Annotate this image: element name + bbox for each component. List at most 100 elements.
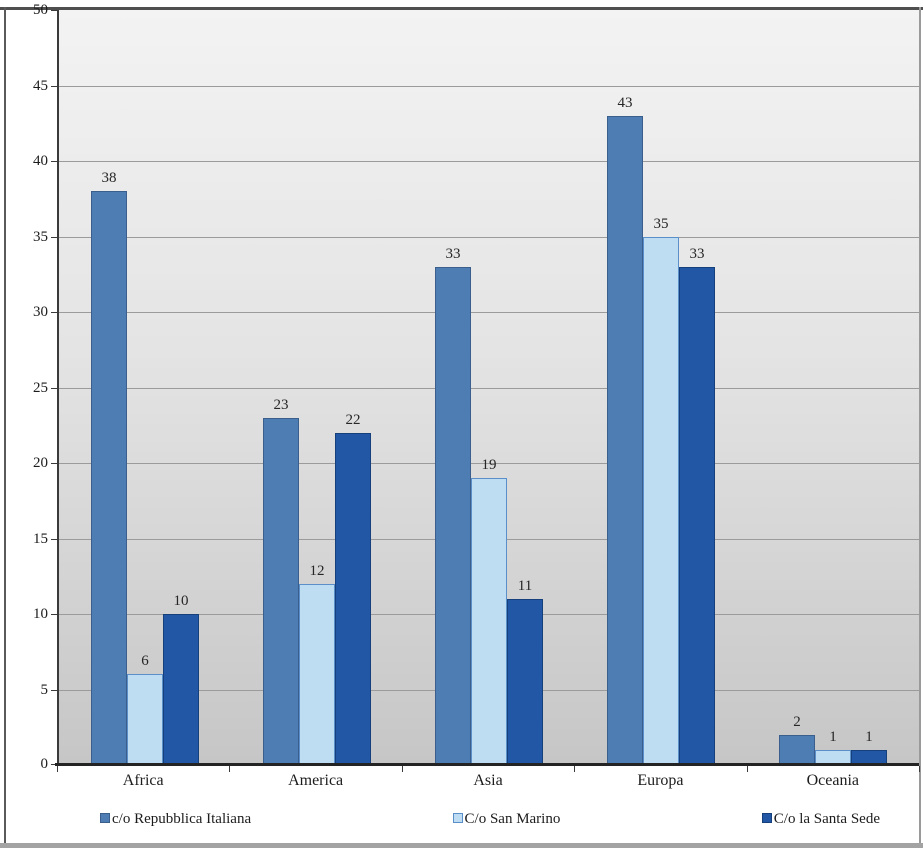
y-tick-20 xyxy=(51,463,57,464)
bar-slot: 6 xyxy=(127,10,163,765)
y-axis-label-45: 45 xyxy=(33,77,48,94)
y-axis-label-20: 20 xyxy=(33,455,48,471)
y-axis-label-35: 35 xyxy=(33,228,48,245)
bar-group-asia: 33 19 11 xyxy=(403,10,575,765)
bar-oceania-series1 xyxy=(779,734,815,765)
y-axis-label-10: 10 xyxy=(33,606,48,622)
figure-frame-right xyxy=(919,7,921,845)
legend-marker-icon xyxy=(761,812,772,823)
legend-marker-icon xyxy=(452,812,463,823)
bar-slot: 10 xyxy=(163,10,199,765)
y-axis-label-25: 25 xyxy=(33,379,48,396)
gridline-45 xyxy=(59,85,919,87)
bar-europa-series3 xyxy=(679,266,715,765)
y-tick-30 xyxy=(51,312,57,313)
x-tick-3 xyxy=(574,766,576,772)
bar-slot: 33 xyxy=(435,10,471,765)
bar-slot: 22 xyxy=(335,10,371,765)
y-axis-label-40: 40 xyxy=(33,153,48,169)
bar-asia-series3 xyxy=(507,598,543,765)
gridline-20 xyxy=(59,463,919,464)
bar-africa-series2 xyxy=(127,674,163,765)
bar-value-label: 33 xyxy=(445,245,461,262)
bar-slot: 43 xyxy=(607,10,643,765)
bar-slot: 23 xyxy=(263,10,299,765)
y-axis-label-15: 15 xyxy=(33,530,48,547)
bar-slot: 38 xyxy=(91,10,127,765)
category-label-europa: Europa xyxy=(637,772,684,789)
gridline-35 xyxy=(59,236,919,238)
bar-value-label: 12 xyxy=(309,562,325,579)
legend-item-3: C/o la Santa Sede xyxy=(761,810,880,828)
bar-value-label: 2 xyxy=(793,713,801,730)
bar-value-label: 33 xyxy=(689,245,705,262)
gridline-30 xyxy=(59,312,919,313)
legend-label: C/o la Santa Sede xyxy=(773,810,880,827)
bar-oceania-series3 xyxy=(851,749,887,765)
bar-slot: 33 xyxy=(679,10,715,765)
category-label-oceania: Oceania xyxy=(806,772,860,789)
legend-label: c/o Repubblica Italiana xyxy=(112,810,252,827)
x-tick-5 xyxy=(919,766,920,772)
figure-frame-bottom xyxy=(0,843,923,848)
bar-value-label: 22 xyxy=(345,411,361,428)
bar-group-oceania: 2 1 1 xyxy=(747,10,919,765)
bar-africa-series1 xyxy=(91,191,127,765)
legend-marker-icon xyxy=(100,812,110,823)
gridline-40 xyxy=(59,161,919,162)
y-tick-25 xyxy=(51,387,57,389)
bar-value-label: 43 xyxy=(617,94,633,111)
bar-value-label: 1 xyxy=(865,728,873,745)
bar-slot: 1 xyxy=(815,10,851,765)
bar-value-label: 19 xyxy=(481,457,497,474)
legend-item-1: c/o Repubblica Italiana xyxy=(100,811,251,828)
y-tick-15 xyxy=(51,538,57,540)
bar-america-series2 xyxy=(299,583,335,765)
bar-value-label: 11 xyxy=(517,577,533,594)
figure-frame-left xyxy=(4,7,6,845)
bar-value-label: 23 xyxy=(273,396,289,413)
y-tick-45 xyxy=(51,85,57,87)
x-axis-line xyxy=(55,763,919,766)
bar-asia-series1 xyxy=(435,266,471,765)
bar-slot: 11 xyxy=(507,10,543,765)
bar-value-label: 10 xyxy=(173,593,189,609)
legend-item-2: C/o San Marino xyxy=(452,811,560,828)
x-tick-2 xyxy=(401,766,403,772)
bar-value-label: 35 xyxy=(653,215,669,232)
category-labels-row: Africa America Asia Europa Oceania xyxy=(57,772,919,790)
legend: c/o Repubblica Italiana C/o San Marino C/o… xyxy=(100,806,880,832)
bar-asia-series2 xyxy=(471,478,507,765)
bar-group-europa: 43 35 33 xyxy=(575,10,747,765)
y-tick-35 xyxy=(51,236,57,238)
y-tick-5 xyxy=(51,689,57,691)
category-label-asia: Asia xyxy=(473,772,503,789)
bar-value-label: 6 xyxy=(141,653,149,670)
y-tick-50 xyxy=(51,10,57,11)
y-axis-label-5: 5 xyxy=(40,681,49,698)
category-label-africa: Africa xyxy=(122,772,164,789)
bar-europa-series2 xyxy=(643,236,679,765)
y-tick-40 xyxy=(51,161,57,162)
plot-area: 38 6 10 23 12 22 33 19 11 43 35 33 2 1 1 xyxy=(57,10,919,765)
bar-group-africa: 38 6 10 xyxy=(59,10,231,765)
bar-europa-series1 xyxy=(607,115,643,765)
bar-america-series1 xyxy=(263,417,299,765)
bar-america-series3 xyxy=(335,432,371,765)
bar-slot: 19 xyxy=(471,10,507,765)
y-tick-10 xyxy=(51,614,57,615)
y-axis-label-0: 0 xyxy=(40,756,49,772)
bar-africa-series3 xyxy=(163,614,199,765)
figure-frame-top xyxy=(0,7,923,10)
bar-value-label: 38 xyxy=(101,170,117,187)
gridline-25 xyxy=(59,387,919,389)
bar-oceania-series2 xyxy=(815,749,851,765)
bar-slot: 2 xyxy=(779,10,815,765)
bar-group-america: 23 12 22 xyxy=(231,10,403,765)
bar-slot: 12 xyxy=(299,10,335,765)
bar-slot: 1 xyxy=(851,10,887,765)
y-axis-label-50: 50 xyxy=(33,2,48,18)
bar-value-label: 1 xyxy=(829,728,837,745)
x-tick-0 xyxy=(57,766,58,772)
